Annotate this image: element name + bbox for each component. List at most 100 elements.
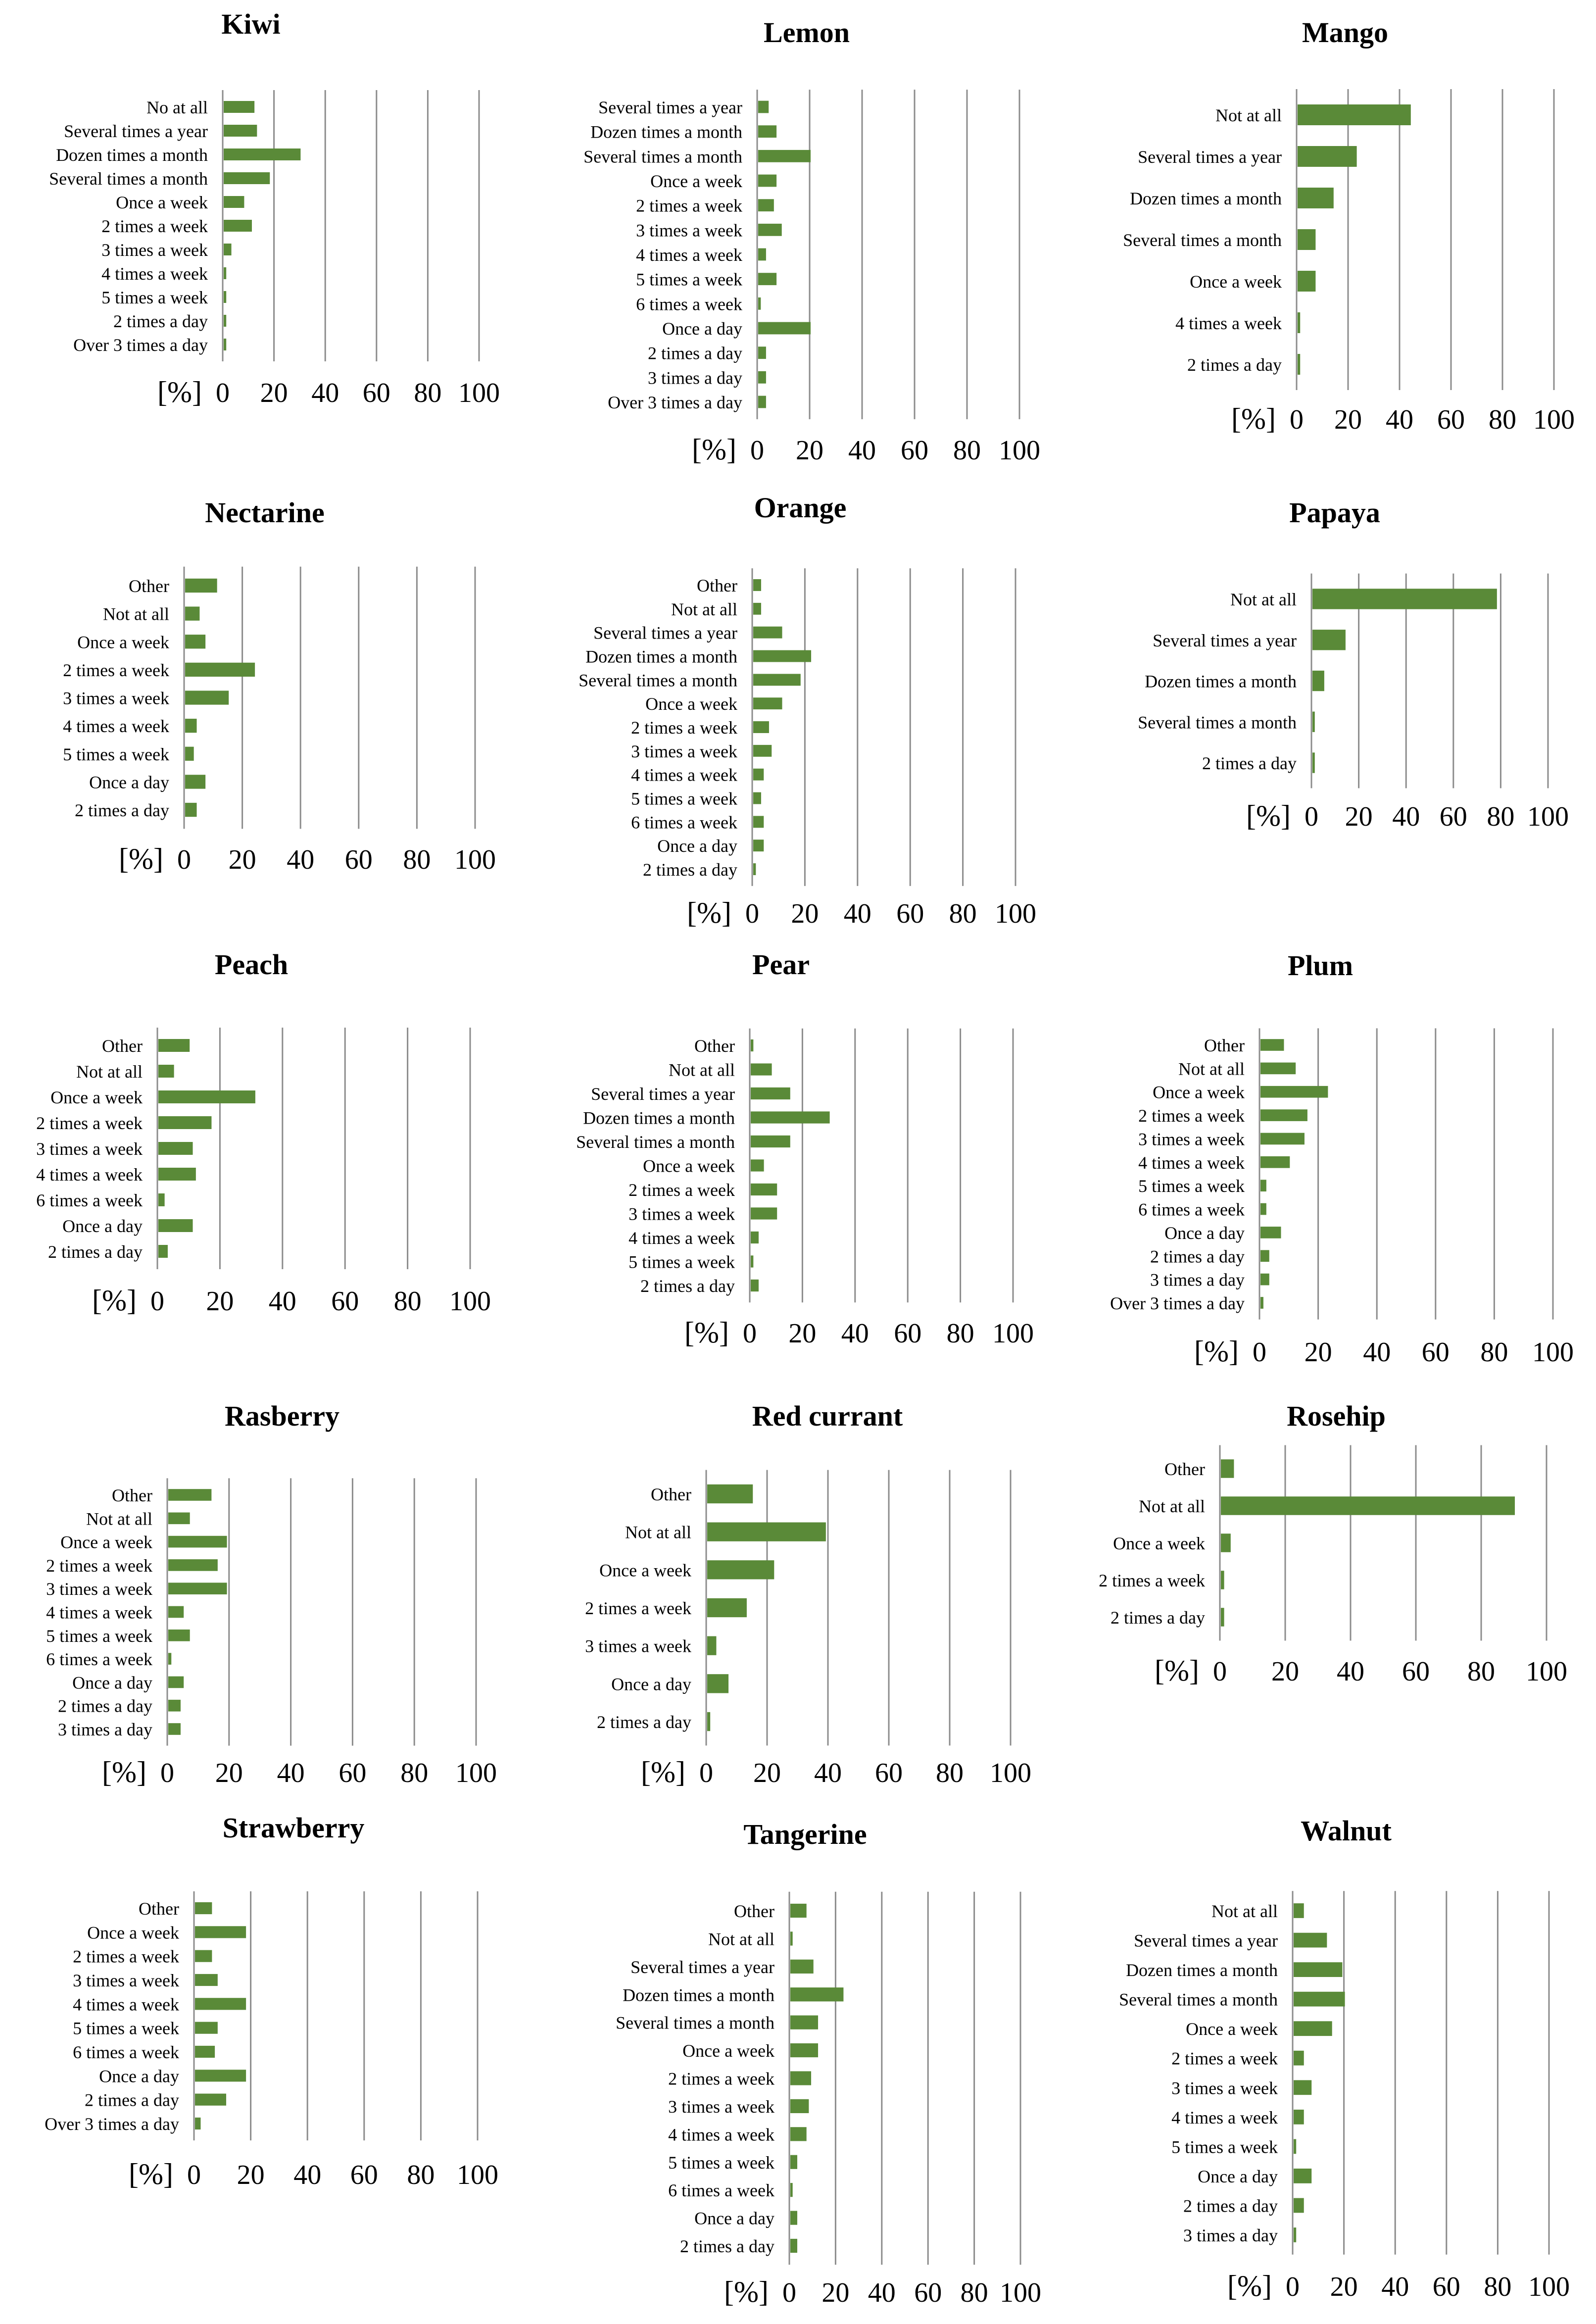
x-tick-label: 40 (311, 378, 339, 408)
category-label: Other (651, 1484, 691, 1504)
category-label: 4 times a week (668, 2125, 774, 2144)
x-axis-unit-label: [%] (1231, 402, 1276, 435)
category-label: 2 times a day (1202, 753, 1297, 773)
category-label: Several times a year (593, 623, 737, 643)
category-label: Several times a month (579, 670, 737, 690)
bar (224, 291, 227, 303)
category-label: 2 times a week (629, 1180, 735, 1200)
x-tick-label: 80 (403, 844, 431, 875)
bar (168, 1582, 227, 1595)
x-axis-unit-label: [%] (102, 1756, 146, 1788)
category-label: Not at all (1211, 1901, 1278, 1921)
bar (224, 125, 257, 137)
category-label: Once a day (89, 772, 169, 792)
category-label: Several times a year (1138, 147, 1282, 167)
x-tick-label: 40 (841, 1318, 869, 1349)
bar (758, 248, 766, 261)
x-tick-label: 100 (992, 1318, 1034, 1349)
category-label: Once a week (77, 632, 169, 652)
bar (224, 148, 301, 160)
bar (224, 220, 252, 232)
x-tick-label: 80 (1480, 1337, 1508, 1368)
x-tick-label: 100 (449, 1286, 491, 1317)
bar (158, 1039, 190, 1052)
bar (751, 1135, 790, 1148)
bar (185, 775, 206, 789)
bar (758, 371, 766, 384)
bar (790, 1931, 793, 1946)
category-label: Once a week (50, 1088, 143, 1107)
x-tick-label: 60 (894, 1318, 921, 1349)
category-label: 6 times a week (1138, 1200, 1245, 1220)
category-label: Dozen times a month (623, 1985, 774, 2005)
bar (168, 1653, 172, 1665)
category-label: 3 times a week (631, 742, 737, 761)
category-label: Once a day (1198, 2167, 1278, 2186)
x-axis-unit-label: [%] (129, 2158, 173, 2190)
bar (753, 744, 772, 757)
bar (753, 792, 761, 804)
bar (195, 1902, 212, 1915)
bar (158, 1065, 174, 1078)
bar (195, 2022, 218, 2034)
x-tick-label: 80 (949, 898, 977, 929)
x-tick-label: 0 (1305, 801, 1318, 832)
chart-panel-nectarine: Nectarine 0 20 40 60 80 100 [%] Other Not at all O… (63, 496, 496, 875)
bar (751, 1255, 754, 1268)
x-axis-unit-label: [%] (1155, 1654, 1199, 1687)
category-label: Not at all (1178, 1059, 1245, 1079)
bar (753, 650, 812, 662)
category-label: 2 times a week (101, 216, 208, 236)
bar (751, 1111, 830, 1124)
bar (195, 1950, 212, 1962)
category-label: 3 times a week (1171, 2078, 1278, 2098)
bar (1260, 1273, 1269, 1286)
chart-panel-rosehip: Rosehip 0 20 40 60 80 100 [%] Other Not at all Onc… (1099, 1400, 1567, 1687)
x-tick-label: 100 (1528, 2272, 1570, 2302)
bar (1221, 1608, 1224, 1627)
category-label: Not at all (708, 1929, 774, 1949)
x-axis-unit-label: [%] (92, 1284, 137, 1317)
category-label: Once a week (116, 193, 208, 212)
x-tick-label: 40 (1363, 1337, 1391, 1368)
x-tick-label: 0 (177, 844, 191, 875)
category-label: No at all (146, 98, 208, 117)
bar (224, 244, 232, 255)
x-tick-label: 40 (1337, 1656, 1364, 1687)
x-tick-label: 0 (1253, 1337, 1266, 1368)
bar (1312, 752, 1315, 773)
category-label: 6 times a week (668, 2180, 774, 2200)
x-axis-unit-label: [%] (1194, 1335, 1239, 1368)
bar (1260, 1109, 1307, 1121)
x-tick-label: 60 (363, 378, 390, 408)
category-label: 2 times a day (85, 2090, 179, 2110)
category-label: 3 times a week (629, 1204, 735, 1224)
bar (751, 1039, 754, 1052)
bar (790, 2238, 798, 2253)
x-tick-label: 60 (1440, 801, 1467, 832)
bar (224, 315, 227, 327)
category-label: 6 times a week (636, 294, 742, 314)
bar (753, 626, 782, 639)
bar (224, 172, 270, 184)
category-label: 3 times a day (1150, 1270, 1245, 1290)
category-label: 2 times a week (36, 1113, 143, 1133)
category-label: Over 3 times a day (1110, 1293, 1245, 1313)
x-tick-label: 80 (961, 2277, 988, 2308)
category-label: Not at all (1215, 105, 1282, 125)
x-tick-label: 100 (999, 435, 1040, 466)
category-label: 2 times a week (1138, 1106, 1245, 1126)
bar (1298, 312, 1301, 333)
bar (751, 1183, 777, 1196)
category-label: 3 times a week (636, 220, 742, 240)
x-tick-label: 80 (1489, 404, 1516, 435)
category-label: Other (734, 1901, 774, 1921)
x-tick-label: 0 (743, 1318, 757, 1349)
bar (758, 199, 774, 212)
x-tick-label: 40 (277, 1758, 305, 1788)
category-label: Once a week (87, 1923, 179, 1942)
x-tick-label: 20 (229, 844, 256, 875)
category-label: Several times a month (1123, 230, 1282, 250)
category-label: 4 times a week (629, 1228, 735, 1248)
bar (168, 1699, 181, 1712)
